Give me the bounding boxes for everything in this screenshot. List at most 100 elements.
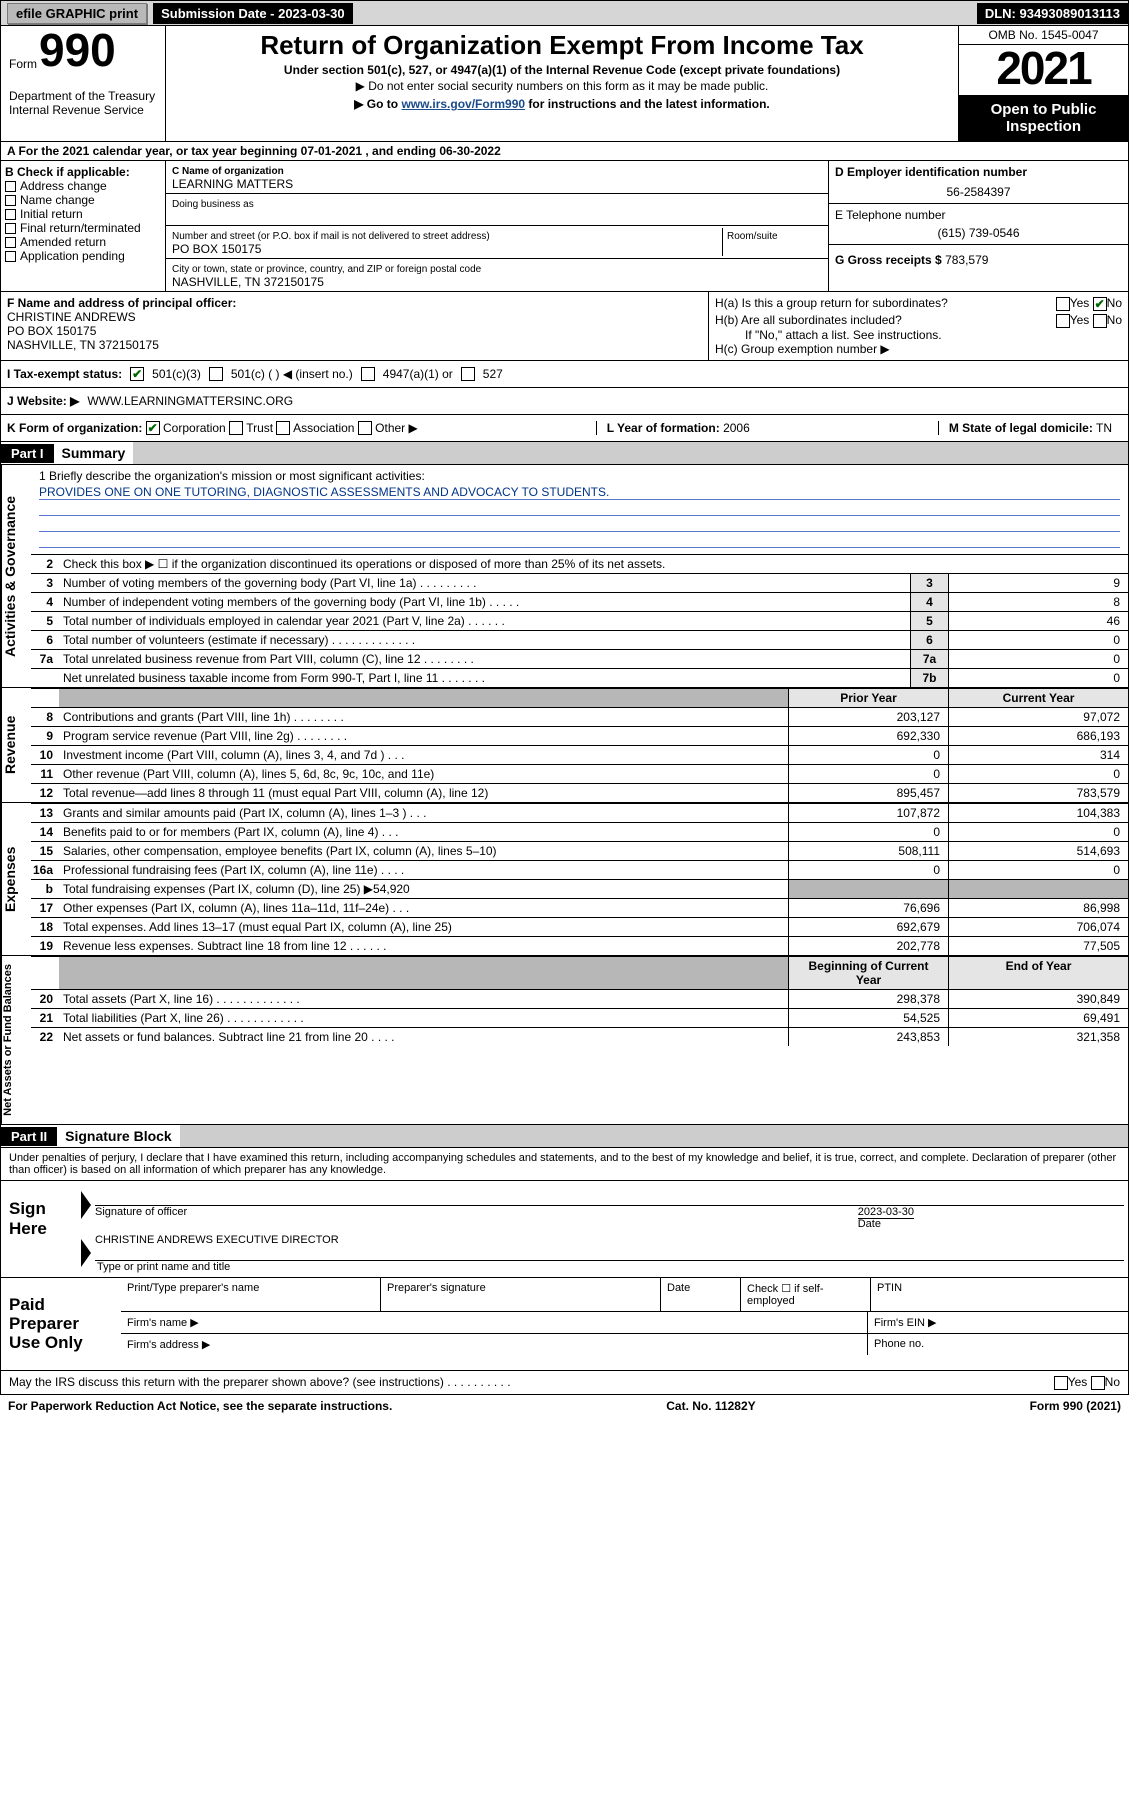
arrow-icon — [81, 1239, 91, 1267]
table-row: 22Net assets or fund balances. Subtract … — [31, 1027, 1128, 1046]
form-note-1: ▶ Do not enter social security numbers o… — [166, 79, 958, 93]
dept-label: Department of the Treasury — [9, 89, 161, 103]
side-label-revenue: Revenue — [1, 688, 31, 802]
checkbox-icon[interactable] — [5, 195, 16, 206]
firm-ein-label: Firm's EIN ▶ — [868, 1312, 1128, 1333]
table-row: 20Total assets (Part X, line 16) . . . .… — [31, 989, 1128, 1008]
table-row: 19Revenue less expenses. Subtract line 1… — [31, 936, 1128, 955]
org-address: PO BOX 150175 — [172, 242, 261, 256]
typed-name-label: Type or print name and title — [95, 1260, 1124, 1273]
checkbox-icon[interactable] — [5, 209, 16, 220]
table-row: 5Total number of individuals employed in… — [31, 611, 1128, 630]
k-org-row: K Form of organization: ✔ Corporation Tr… — [0, 415, 1129, 443]
checkbox-icon[interactable] — [1054, 1376, 1068, 1390]
row-a-tax-year: A For the 2021 calendar year, or tax yea… — [0, 142, 1129, 161]
table-row: bTotal fundraising expenses (Part IX, co… — [31, 879, 1128, 898]
table-row: 12Total revenue—add lines 8 through 11 (… — [31, 783, 1128, 802]
checkbox-icon[interactable] — [1093, 314, 1107, 328]
efile-print-button[interactable]: efile GRAPHIC print — [7, 3, 147, 24]
checkbox-icon[interactable] — [1091, 1376, 1105, 1390]
org-city: NASHVILLE, TN 372150175 — [172, 275, 324, 289]
table-row: 3Number of voting members of the governi… — [31, 573, 1128, 592]
paid-preparer-label: Paid Preparer Use Only — [1, 1278, 121, 1370]
checkbox-icon[interactable] — [1056, 314, 1070, 328]
sign-here-label: Sign Here — [1, 1181, 81, 1277]
irs-link[interactable]: www.irs.gov/Form990 — [401, 97, 525, 111]
tax-year: 2021 — [959, 45, 1128, 91]
table-row: 11Other revenue (Part VIII, column (A), … — [31, 764, 1128, 783]
officer-row: F Name and address of principal officer:… — [0, 292, 1129, 361]
hc-label: H(c) Group exemption number ▶ — [715, 342, 1122, 356]
entity-block: B Check if applicable: Address change Na… — [0, 161, 1129, 292]
hb-note: If "No," attach a list. See instructions… — [715, 328, 1122, 342]
tax-exempt-status-row: I Tax-exempt status: ✔501(c)(3) 501(c) (… — [0, 361, 1129, 388]
sign-block: Sign Here Signature of officer 2023-03-3… — [0, 1181, 1129, 1278]
firm-name-label: Firm's name ▶ — [121, 1312, 868, 1333]
ein-label: D Employer identification number — [835, 165, 1027, 179]
table-row: 2Check this box ▶ ☐ if the organization … — [31, 554, 1128, 573]
hb-label: H(b) Are all subordinates included? — [715, 313, 902, 328]
table-row: Net unrelated business taxable income fr… — [31, 668, 1128, 687]
table-row: 15Salaries, other compensation, employee… — [31, 841, 1128, 860]
form-label: Form — [9, 57, 37, 71]
firm-addr-label: Firm's address ▶ — [121, 1334, 868, 1355]
table-row: 9Program service revenue (Part VIII, lin… — [31, 726, 1128, 745]
side-label-governance: Activities & Governance — [1, 465, 31, 687]
officer-label: F Name and address of principal officer: — [7, 296, 236, 310]
table-row: 14Benefits paid to or for members (Part … — [31, 822, 1128, 841]
table-row: 13Grants and similar amounts paid (Part … — [31, 803, 1128, 822]
officer-addr1: PO BOX 150175 — [7, 324, 96, 338]
form-number: 990 — [39, 30, 116, 71]
form-title: Return of Organization Exempt From Incom… — [166, 30, 958, 61]
typed-name: CHRISTINE ANDREWS EXECUTIVE DIRECTOR — [95, 1234, 1124, 1246]
col-b-checkboxes: B Check if applicable: Address change Na… — [1, 161, 166, 291]
beginning-year-header: Beginning of Current Year — [788, 957, 948, 989]
checkbox-icon[interactable]: ✔ — [130, 367, 144, 381]
checkbox-icon[interactable] — [209, 367, 223, 381]
preparer-date-header: Date — [661, 1278, 741, 1311]
form-note-2: ▶ Go to www.irs.gov/Form990 for instruct… — [166, 97, 958, 111]
checkbox-icon[interactable]: ✔ — [146, 421, 160, 435]
checkbox-icon[interactable] — [5, 181, 16, 192]
checkbox-icon[interactable] — [5, 223, 16, 234]
mission-label: 1 Briefly describe the organization's mi… — [39, 469, 1120, 483]
dba-label: Doing business as — [172, 199, 254, 210]
firm-phone-label: Phone no. — [868, 1334, 1128, 1355]
website-value: WWW.LEARNINGMATTERSINC.ORG — [87, 394, 293, 408]
sign-date-label: Date — [858, 1218, 881, 1230]
checkbox-icon[interactable] — [229, 421, 243, 435]
table-row: 4Number of independent voting members of… — [31, 592, 1128, 611]
checkbox-icon[interactable] — [1056, 297, 1070, 311]
arrow-icon — [81, 1191, 91, 1219]
checkbox-icon[interactable] — [461, 367, 475, 381]
part1-header: Part I Summary — [0, 442, 1129, 465]
checkbox-icon[interactable] — [358, 421, 372, 435]
checkbox-icon[interactable] — [5, 251, 16, 262]
officer-addr2: NASHVILLE, TN 372150175 — [7, 338, 159, 352]
checkbox-icon[interactable] — [5, 237, 16, 248]
paid-preparer-block: Paid Preparer Use Only Print/Type prepar… — [0, 1278, 1129, 1371]
table-row: 17Other expenses (Part IX, column (A), l… — [31, 898, 1128, 917]
end-year-header: End of Year — [948, 957, 1128, 989]
submission-date: Submission Date - 2023-03-30 — [153, 3, 353, 24]
table-row: 21Total liabilities (Part X, line 26) . … — [31, 1008, 1128, 1027]
ein-value: 56-2584397 — [835, 185, 1122, 199]
org-name: LEARNING MATTERS — [172, 177, 293, 191]
preparer-sig-header: Preparer's signature — [381, 1278, 661, 1311]
form-header: Form 990 Department of the Treasury Inte… — [0, 26, 1129, 142]
checkbox-icon[interactable] — [276, 421, 290, 435]
ptin-header: PTIN — [871, 1278, 1128, 1311]
table-row: 16aProfessional fundraising fees (Part I… — [31, 860, 1128, 879]
table-row: 18Total expenses. Add lines 13–17 (must … — [31, 917, 1128, 936]
declaration-text: Under penalties of perjury, I declare th… — [0, 1148, 1129, 1181]
table-row: 10Investment income (Part VIII, column (… — [31, 745, 1128, 764]
checkbox-icon[interactable] — [361, 367, 375, 381]
addr-label: Number and street (or P.O. box if mail i… — [172, 231, 490, 242]
table-row: 7aTotal unrelated business revenue from … — [31, 649, 1128, 668]
mission-text: PROVIDES ONE ON ONE TUTORING, DIAGNOSTIC… — [39, 485, 1120, 500]
table-row: 8Contributions and grants (Part VIII, li… — [31, 707, 1128, 726]
checkbox-icon[interactable]: ✔ — [1093, 297, 1107, 311]
website-row: J Website: ▶ WWW.LEARNINGMATTERSINC.ORG — [0, 388, 1129, 415]
sig-officer-label: Signature of officer — [95, 1206, 187, 1230]
top-bar: efile GRAPHIC print Submission Date - 20… — [0, 0, 1129, 26]
